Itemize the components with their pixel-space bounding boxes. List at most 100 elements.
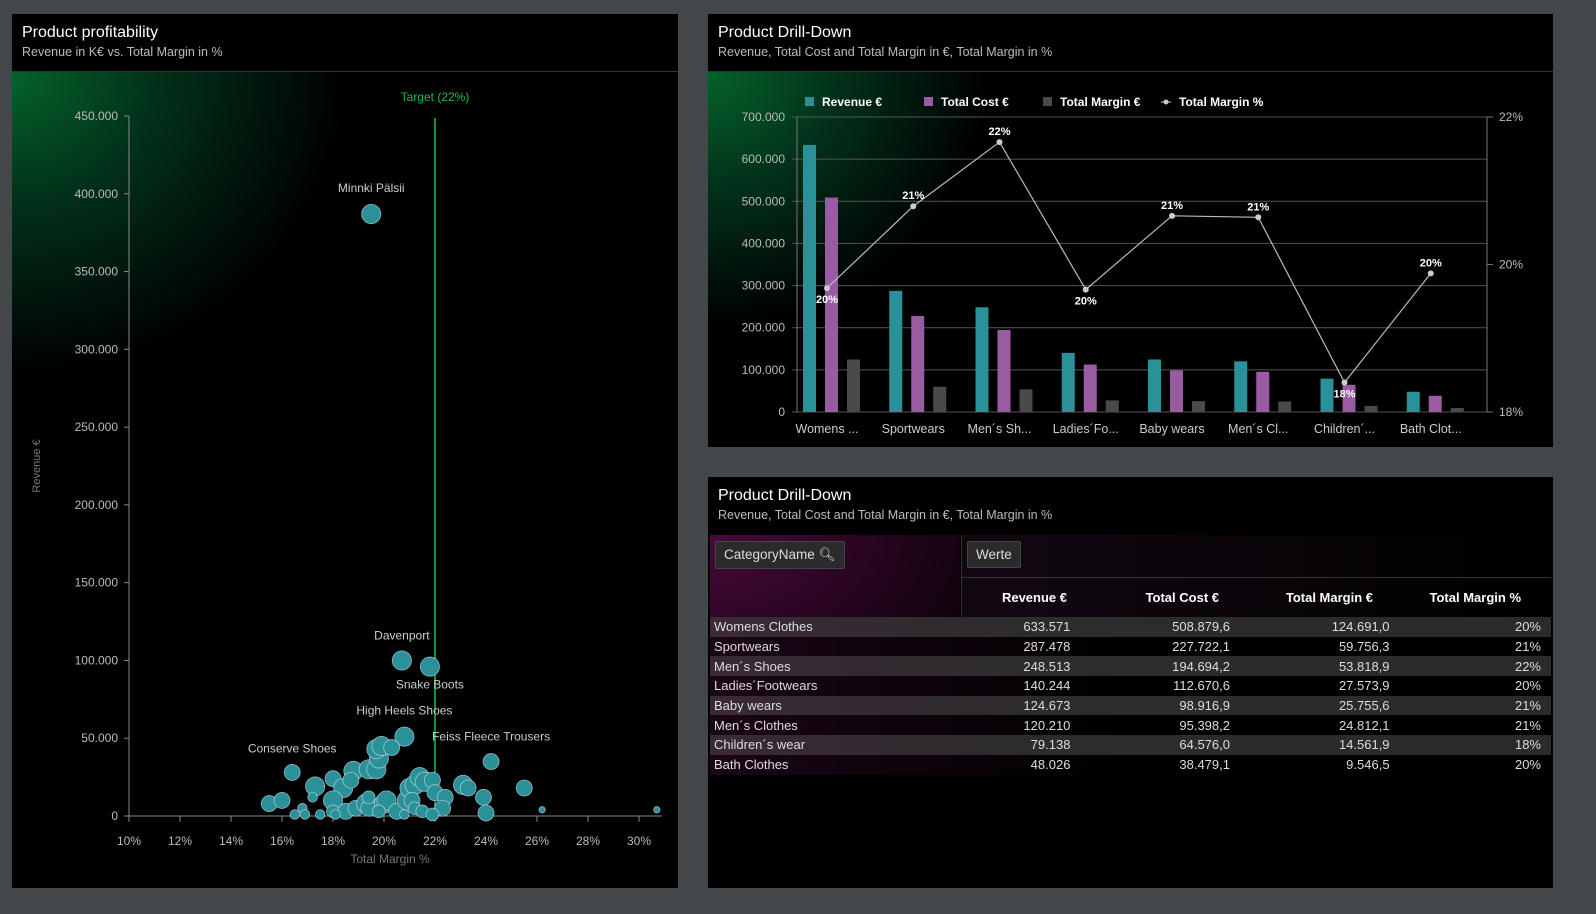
- search-icon: 🔍︎: [818, 547, 836, 562]
- legend-swatch: [805, 97, 814, 106]
- bar-revenue: [975, 307, 989, 412]
- x-tick-label: Ladies´Fo...: [1053, 422, 1119, 436]
- margin-pct-point: [910, 203, 917, 210]
- table-cell: 38.479,1: [1179, 757, 1230, 773]
- margin-pct-point: [996, 139, 1003, 146]
- table-row[interactable]: Sportwears 287.478 227.722,1 59.756,3 21%: [710, 636, 1551, 657]
- table-cell: 140.244: [1023, 678, 1071, 694]
- y2-tick-label: 20%: [1499, 258, 1523, 272]
- margin-pct-point: [1169, 212, 1175, 219]
- scatter-chart: 0 50.000 100.000 150.000 200.000 250.000 300.0…: [31, 90, 662, 866]
- margin-pct-point: [1341, 379, 1348, 386]
- column-header-revenue[interactable]: Revenue €: [1001, 590, 1067, 605]
- bubble-point: [361, 203, 382, 224]
- bubble-point: [372, 804, 386, 819]
- table-cell: 20%: [1514, 678, 1541, 694]
- category-name-field-button[interactable]: CategoryName 🔍︎: [715, 541, 845, 569]
- table-row[interactable]: Men´s Clothes 120.210 95.398,2 24.812,1 21%: [710, 715, 1551, 736]
- row-label: Men´s Shoes: [714, 658, 791, 674]
- bar-total-margin: [1450, 407, 1464, 412]
- table-cell: 98.916,9: [1179, 698, 1230, 714]
- bubble-label: Minnki Pälsii: [338, 181, 405, 195]
- bubble-point: [283, 764, 301, 781]
- bar-total-margin: [847, 359, 860, 412]
- table-row[interactable]: Womens Clothes 633.571 508.879,6 124.691,0 2…: [710, 617, 1551, 637]
- table-cell: 21%: [1514, 717, 1541, 733]
- table-cell: 59.756,3: [1338, 639, 1390, 655]
- y-tick-label: 400.000: [75, 187, 119, 201]
- margin-pct-point: [1082, 286, 1089, 293]
- legend-item: Revenue €: [822, 95, 882, 109]
- table-cell: 21%: [1514, 698, 1541, 714]
- bubble-point: [383, 739, 401, 756]
- bar-total-cost: [1170, 370, 1183, 412]
- y-tick-label: 300.000: [75, 342, 119, 356]
- table-cell: 27.573,9: [1338, 678, 1390, 694]
- pivot-table: Womens Clothes 633.571 508.879,6 124.691,0 2…: [710, 617, 1551, 775]
- legend-item: Total Margin €: [1060, 95, 1141, 109]
- values-field-button[interactable]: Werte: [967, 541, 1021, 568]
- bubble-point: [477, 804, 495, 822]
- y-tick-label: 250.000: [75, 420, 119, 434]
- x-tick-label: 14%: [219, 834, 243, 848]
- bar-revenue: [889, 290, 903, 412]
- table-row[interactable]: Ladies´Footwears 140.244 112.670,6 27.573,9…: [710, 676, 1551, 696]
- bar-total-cost: [1428, 395, 1442, 412]
- bubble-point: [399, 809, 410, 820]
- row-label: Men´s Clothes: [714, 717, 798, 733]
- panel-title: Product Drill-Down: [718, 487, 852, 504]
- x-tick-label: 20%: [372, 834, 396, 848]
- table-cell: 124.691,0: [1331, 619, 1390, 635]
- bubble-point: [391, 650, 412, 671]
- y-tick-label: 100.000: [75, 653, 119, 667]
- bubble-label: High Heels Shoes: [356, 704, 452, 718]
- column-header-total-margin[interactable]: Total Margin €: [1285, 590, 1373, 605]
- bar-total-cost: [1083, 364, 1097, 412]
- x-tick-label: 16%: [270, 834, 294, 848]
- margin-pct-point: [1255, 214, 1262, 221]
- x-tick-label: 24%: [474, 834, 498, 848]
- legend-swatch: [924, 97, 933, 106]
- column-header-total-cost[interactable]: Total Cost €: [1145, 590, 1219, 605]
- y-tick-label: 50.000: [81, 731, 118, 745]
- table-cell: 14.561,9: [1338, 737, 1390, 753]
- bubble-point: [425, 807, 440, 822]
- table-row[interactable]: Men´s Shoes 248.513 194.694,2 53.818,9 22%: [710, 656, 1551, 677]
- y2-tick-label: 22%: [1499, 110, 1523, 124]
- x-tick-label: 10%: [117, 834, 141, 848]
- row-label: Baby wears: [714, 698, 782, 714]
- table-row[interactable]: Bath Clothes 48.026 38.479,1 9.546,5 20%: [710, 754, 1551, 775]
- column-header-total-margin-pct[interactable]: Total Margin %: [1429, 590, 1521, 605]
- bar-revenue: [1406, 391, 1420, 412]
- legend-swatch: [1043, 97, 1052, 106]
- legend-item: Total Cost €: [941, 95, 1009, 109]
- y2-tick-label: 18%: [1499, 405, 1523, 419]
- row-label: Bath Clothes: [714, 757, 789, 773]
- y-tick-label: 200.000: [742, 321, 786, 335]
- data-label: 20%: [1075, 296, 1097, 308]
- row-label: Sportwears: [714, 639, 780, 655]
- y-tick-label: 0: [778, 405, 785, 419]
- y-tick-label: 200.000: [75, 498, 119, 512]
- table-cell: 18%: [1514, 737, 1541, 753]
- bubble-point: [419, 656, 440, 677]
- x-tick-label: 30%: [627, 834, 651, 848]
- bar-total-margin: [933, 386, 947, 412]
- table-cell: 24.812,1: [1338, 717, 1390, 733]
- data-label: 21%: [902, 190, 924, 202]
- table-row[interactable]: Children´s wear 79.138 64.576,0 14.561,9 18%: [710, 735, 1551, 755]
- margin-pct-point: [1427, 270, 1434, 277]
- row-label: Womens Clothes: [714, 619, 813, 635]
- product-drilldown-chart-panel: Product Drill-Down Revenue, Total Cost a…: [708, 14, 1553, 447]
- row-label: Children´s wear: [714, 737, 806, 753]
- y-tick-label: 500.000: [742, 194, 786, 208]
- panel-subtitle: Revenue, Total Cost and Total Margin in …: [718, 45, 1053, 59]
- table-row[interactable]: Baby wears 124.673 98.916,9 25.755,6 21%: [710, 695, 1551, 716]
- panel-subtitle: Revenue, Total Cost and Total Margin in …: [718, 508, 1053, 522]
- y-axis-title: Revenue €: [31, 439, 43, 492]
- bar-revenue: [1320, 378, 1334, 412]
- x-tick-label: Men´s Sh...: [968, 422, 1032, 436]
- y-tick-label: 350.000: [75, 265, 119, 279]
- legend-point-icon: [1163, 99, 1169, 105]
- table-cell: 248.513: [1023, 658, 1071, 674]
